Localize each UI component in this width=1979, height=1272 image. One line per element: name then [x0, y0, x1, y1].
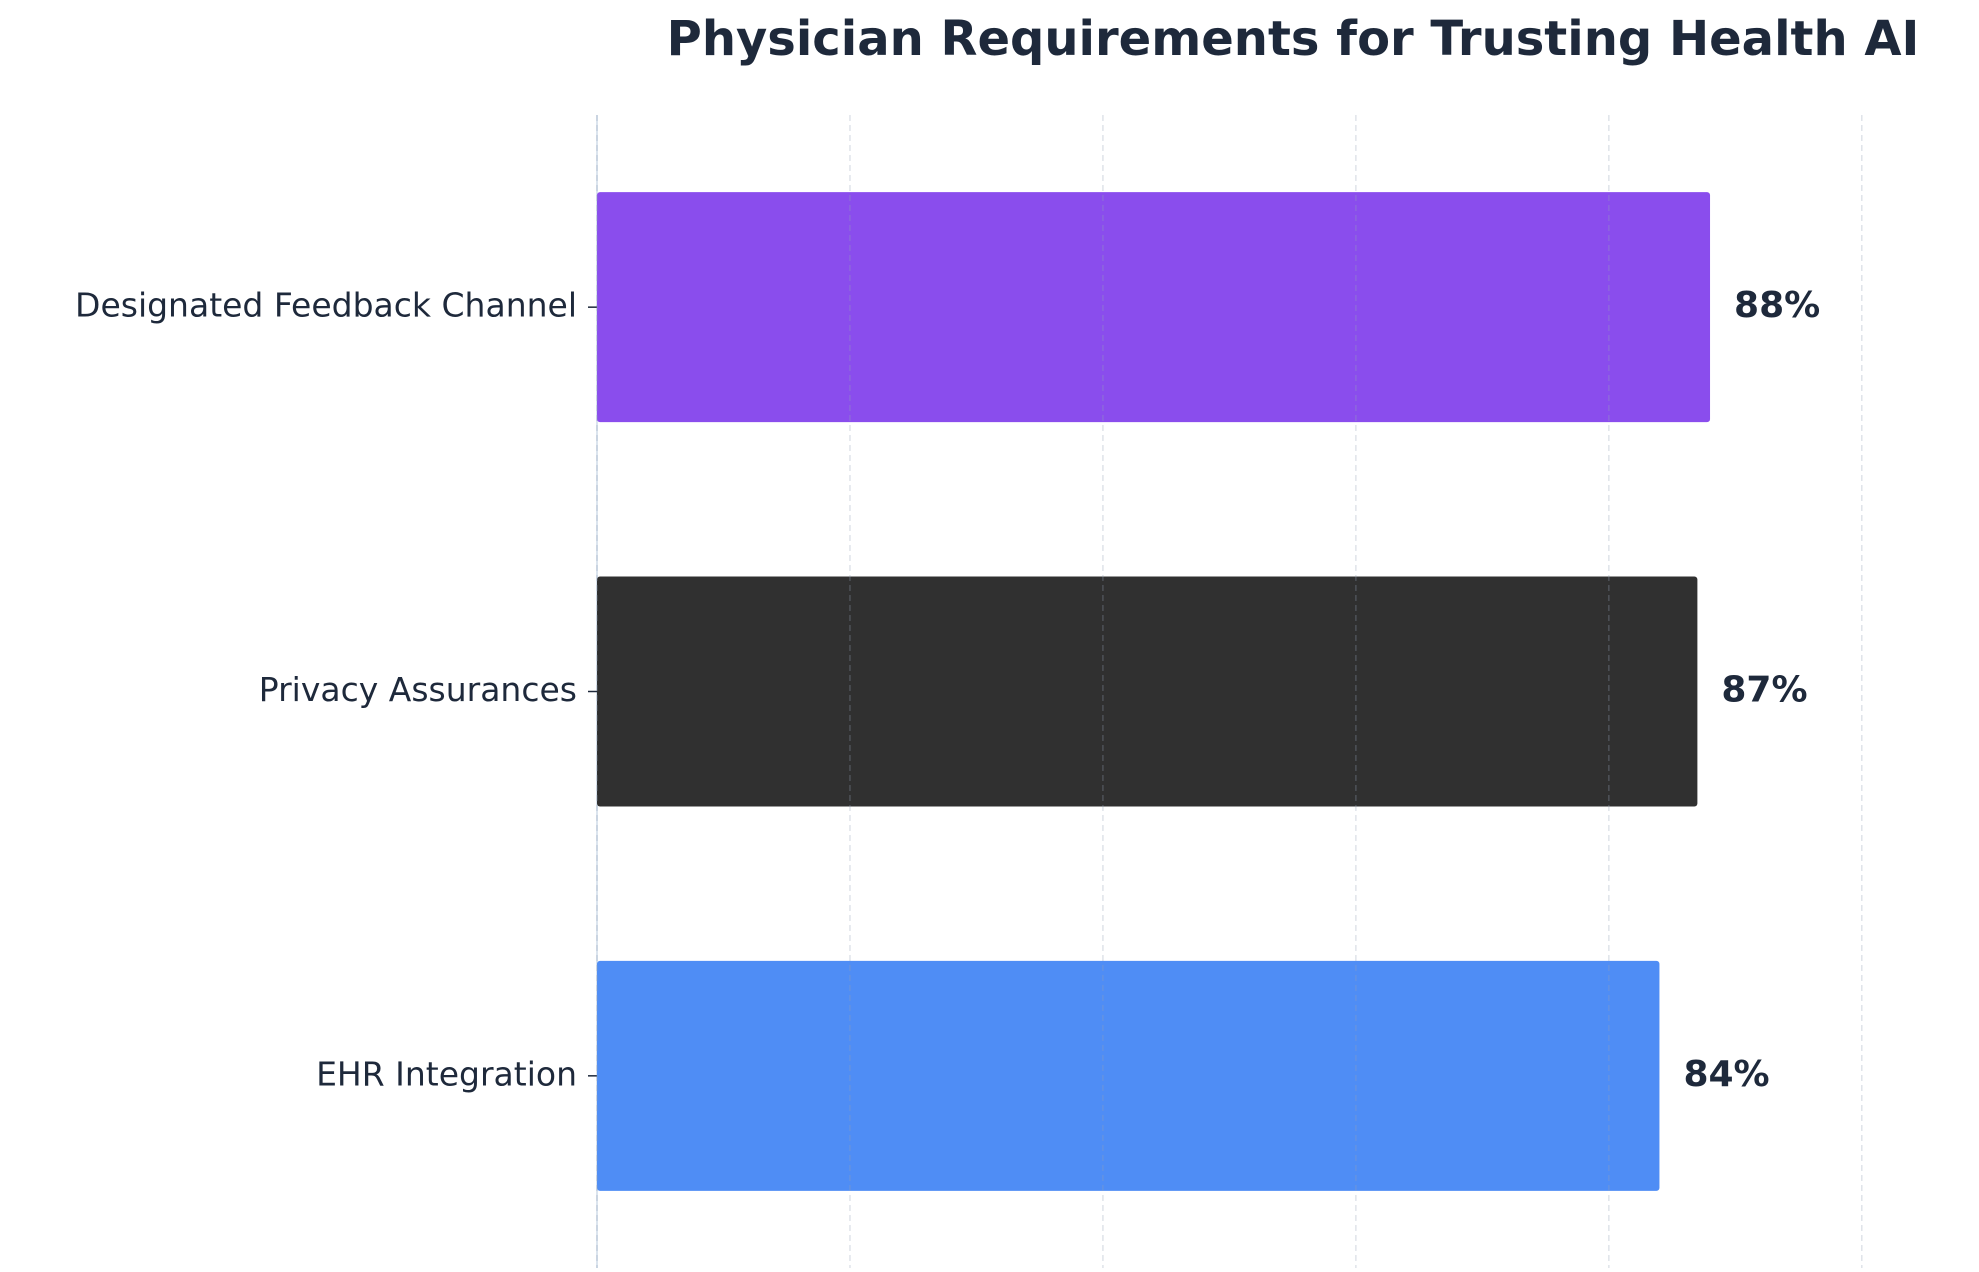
- value-label: 87%: [1721, 670, 1807, 711]
- y-tick-label: Designated Feedback Channel: [75, 286, 577, 325]
- value-label: 84%: [1683, 1054, 1769, 1095]
- chart-title: Physician Requirements for Trusting Heal…: [667, 11, 1920, 67]
- bar: [597, 960, 1660, 1191]
- value-label: 88%: [1734, 285, 1820, 326]
- bar: [597, 576, 1698, 807]
- y-tick-label: Privacy Assurances: [259, 670, 577, 709]
- y-tick-label: EHR Integration: [316, 1054, 577, 1093]
- bar: [597, 192, 1711, 423]
